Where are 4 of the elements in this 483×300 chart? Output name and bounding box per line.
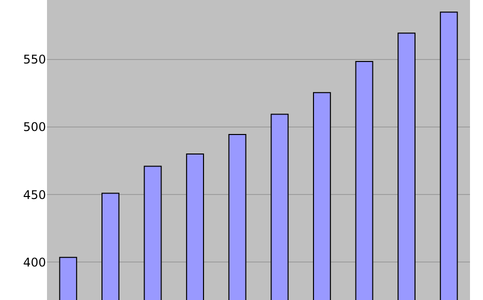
- y-tick-label: 450: [23, 188, 46, 202]
- y-tick-label: 400: [23, 255, 46, 270]
- y-tick-label: 550: [23, 52, 46, 67]
- y-tick-label: 500: [23, 120, 46, 134]
